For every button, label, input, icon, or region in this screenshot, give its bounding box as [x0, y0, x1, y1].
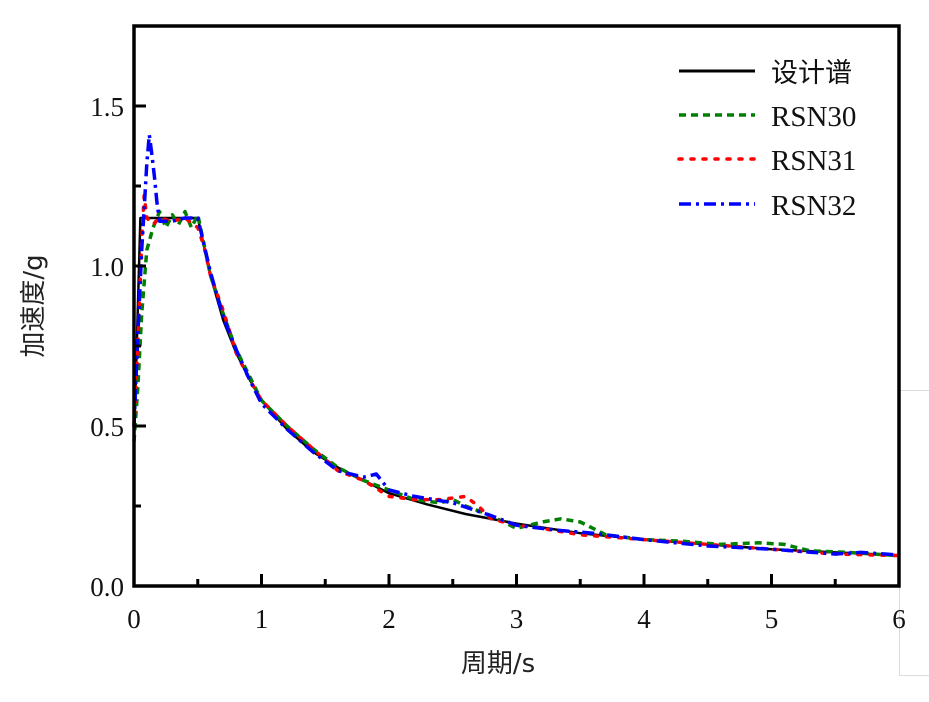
legend-label: RSN31 — [771, 145, 856, 177]
y-tick-label: 1.5 — [90, 92, 124, 122]
legend-label: RSN30 — [771, 101, 856, 133]
y-axis-title: 加速度/g — [19, 254, 49, 357]
series-layer — [132, 133, 901, 558]
legend: 设计谱 RSN30 RSN31 RSN32 — [677, 58, 856, 222]
y-tick-label: 0.5 — [90, 412, 124, 442]
x-axis-title: 周期/s — [461, 649, 535, 679]
y-axis-ticks: 0.0 0.5 1.0 1.5 — [90, 92, 146, 602]
x-tick-label: 1 — [255, 604, 269, 634]
x-tick-label: 0 — [127, 604, 141, 634]
legend-label: 设计谱 — [771, 58, 852, 89]
y-tick-label: 0.0 — [90, 572, 124, 602]
series-line-设计谱 — [132, 216, 900, 557]
series-line-RSN32 — [132, 133, 900, 557]
y-tick-label: 1.0 — [90, 252, 124, 282]
x-tick-label: 4 — [637, 604, 651, 634]
series-line-RSN30 — [132, 209, 900, 558]
legend-label: RSN32 — [771, 190, 856, 222]
x-tick-label: 5 — [765, 604, 779, 634]
x-tick-label: 3 — [510, 604, 524, 634]
x-axis-ticks: 0 1 2 3 4 5 6 — [127, 574, 906, 634]
x-tick-label: 2 — [382, 604, 396, 634]
x-tick-label: 6 — [892, 604, 906, 634]
